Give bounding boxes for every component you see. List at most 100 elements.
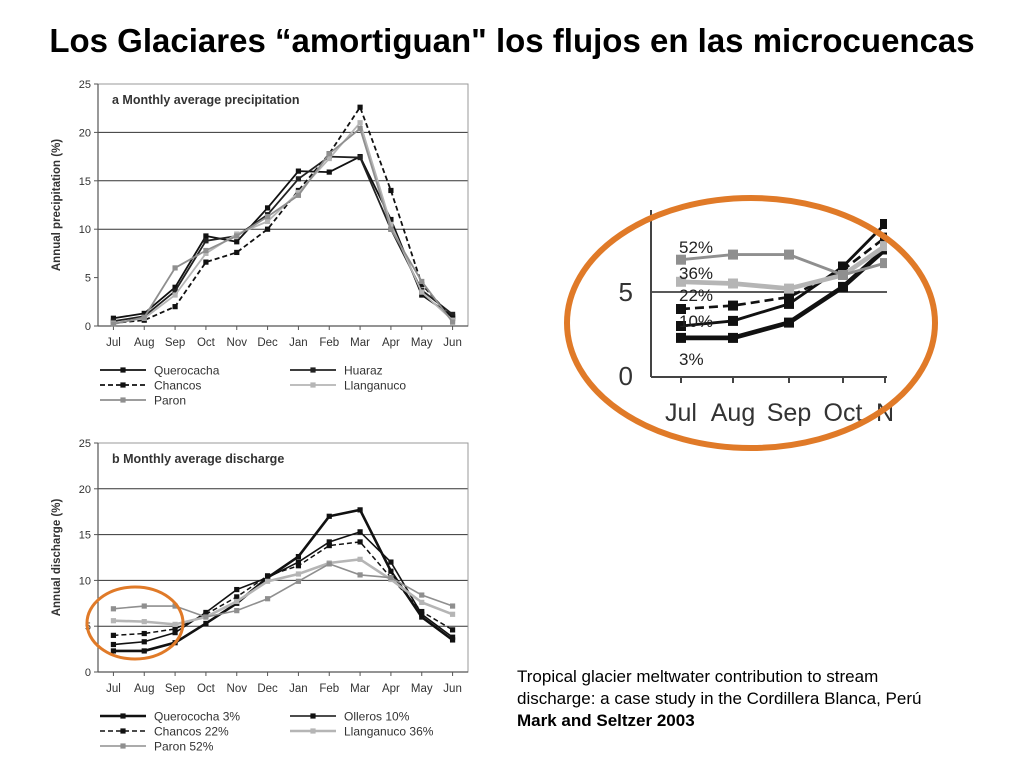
legend-label: Olleros 10% <box>344 710 410 724</box>
data-point <box>234 608 240 614</box>
data-point <box>110 632 117 638</box>
data-point <box>264 214 271 220</box>
zoom-x-tick-label: Sep <box>767 399 811 427</box>
x-tick-label: Nov <box>227 683 248 695</box>
legend-label: Paron 52% <box>154 740 214 754</box>
data-point <box>357 125 363 132</box>
data-point <box>357 120 363 126</box>
data-point <box>357 572 363 578</box>
data-point <box>419 281 425 287</box>
data-point <box>234 249 240 256</box>
data-point <box>264 578 271 584</box>
data-point <box>449 319 456 325</box>
x-tick-label: Jul <box>106 683 121 695</box>
data-point <box>449 311 456 317</box>
y-tick-label: 10 <box>79 575 91 587</box>
zoom-plot <box>651 219 887 343</box>
legend-marker <box>310 728 316 734</box>
x-tick-label: Dec <box>257 337 278 349</box>
zoom-percent-label: 52% <box>679 238 713 257</box>
data-point <box>172 603 178 609</box>
series-line-querococha <box>113 508 454 653</box>
zoom-percent-label: 10% <box>679 312 713 331</box>
legend-marker <box>310 382 316 388</box>
data-point <box>172 288 178 294</box>
data-point <box>110 606 117 612</box>
data-point <box>264 573 271 579</box>
data-point <box>326 155 332 162</box>
data-point <box>449 634 456 640</box>
citation-reference: Mark and Seltzer 2003 <box>517 711 695 730</box>
data-point <box>141 648 147 654</box>
x-tick-label: Dec <box>257 683 278 695</box>
data-point <box>203 238 209 244</box>
slide-title: Los Glaciares “amortiguan" los flujos en… <box>49 22 975 59</box>
data-point <box>449 603 456 609</box>
series-line-paron <box>113 126 454 325</box>
zoom-percent-label: 36% <box>679 264 713 283</box>
data-point <box>357 104 363 110</box>
data-point <box>388 568 394 574</box>
zoom-x-tick-label: Jul <box>665 399 697 427</box>
citation-title-line-2: discharge: a case study in the Cordiller… <box>517 689 922 708</box>
data-point <box>326 151 332 157</box>
data-point <box>419 614 425 620</box>
data-point <box>141 314 147 320</box>
x-tick-label: Jan <box>289 683 308 695</box>
data-point <box>234 233 240 239</box>
data-point <box>419 599 425 605</box>
zoom-data-point <box>784 298 794 309</box>
zoom-series-line <box>681 243 887 341</box>
zoom-data-point <box>676 304 686 314</box>
x-tick-label: Aug <box>134 683 154 695</box>
data-point <box>419 289 425 295</box>
plot-frame <box>97 442 469 673</box>
x-tick-label: Jan <box>289 337 308 349</box>
x-tick-label: Apr <box>382 337 400 349</box>
data-point <box>419 611 425 617</box>
data-point <box>419 278 425 285</box>
zoom-data-point <box>676 332 686 343</box>
y-tick-label: 0 <box>85 667 91 679</box>
x-tick-label: Oct <box>197 337 216 349</box>
y-tick-label: 10 <box>79 224 91 236</box>
x-tick-label: Mar <box>350 337 370 349</box>
zoom-x-tick-label: Aug <box>711 399 755 427</box>
x-tick-label: Jun <box>443 337 462 349</box>
data-point <box>234 594 240 600</box>
citation: Tropical glacier meltwater contribution … <box>517 666 1017 732</box>
zoom-data-point <box>728 300 738 311</box>
data-point <box>357 539 363 545</box>
chart-title: a Monthly average precipitation <box>112 93 300 107</box>
data-point <box>419 592 425 598</box>
zoom-x-tick-label: Oct <box>824 399 863 427</box>
legend-marker <box>120 713 126 719</box>
legend-label: Llanganuco <box>344 379 406 393</box>
data-point <box>141 619 147 625</box>
data-point <box>388 559 394 565</box>
data-point <box>264 226 271 232</box>
data-point <box>172 621 178 627</box>
data-point <box>419 608 425 615</box>
legend-label: Huaraz <box>344 364 383 378</box>
x-tick-label: Feb <box>319 683 339 695</box>
x-tick-label: Feb <box>319 337 339 349</box>
data-point <box>110 618 117 624</box>
y-tick-label: 5 <box>85 273 91 285</box>
legend-label: Querococha 3% <box>154 710 240 724</box>
y-tick-label: 0 <box>85 321 91 333</box>
data-point <box>264 596 271 602</box>
data-point <box>234 239 240 245</box>
x-tick-label: May <box>411 683 433 695</box>
series-line-paron <box>113 563 453 618</box>
series-line-chancos <box>113 105 454 324</box>
data-point <box>357 556 363 562</box>
data-point <box>295 189 302 196</box>
y-tick-label: 20 <box>79 484 91 496</box>
data-point <box>295 563 302 569</box>
zoom-data-point <box>676 254 686 265</box>
data-point <box>295 571 302 577</box>
x-tick-label: Nov <box>227 337 248 349</box>
data-point <box>203 614 209 620</box>
